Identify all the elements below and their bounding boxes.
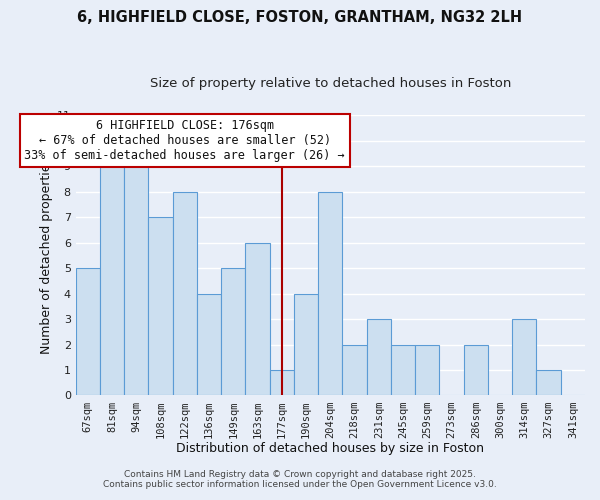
Bar [415, 344, 439, 396]
Text: Contains HM Land Registry data © Crown copyright and database right 2025.
Contai: Contains HM Land Registry data © Crown c… [103, 470, 497, 489]
Bar [294, 294, 318, 396]
Bar [464, 344, 488, 396]
Bar [391, 344, 415, 396]
Bar [100, 166, 124, 396]
Title: Size of property relative to detached houses in Foston: Size of property relative to detached ho… [149, 78, 511, 90]
Bar [124, 166, 148, 396]
Bar [173, 192, 197, 396]
Bar [343, 344, 367, 396]
Bar [148, 217, 173, 396]
Bar [221, 268, 245, 396]
Text: 6, HIGHFIELD CLOSE, FOSTON, GRANTHAM, NG32 2LH: 6, HIGHFIELD CLOSE, FOSTON, GRANTHAM, NG… [77, 10, 523, 25]
Bar [245, 242, 270, 396]
Bar [197, 294, 221, 396]
Text: 6 HIGHFIELD CLOSE: 176sqm
← 67% of detached houses are smaller (52)
33% of semi-: 6 HIGHFIELD CLOSE: 176sqm ← 67% of detac… [25, 119, 345, 162]
X-axis label: Distribution of detached houses by size in Foston: Distribution of detached houses by size … [176, 442, 484, 455]
Bar [318, 192, 343, 396]
Bar [76, 268, 100, 396]
Bar [536, 370, 561, 396]
Bar [367, 319, 391, 396]
Y-axis label: Number of detached properties: Number of detached properties [40, 157, 53, 354]
Bar [270, 370, 294, 396]
Bar [512, 319, 536, 396]
